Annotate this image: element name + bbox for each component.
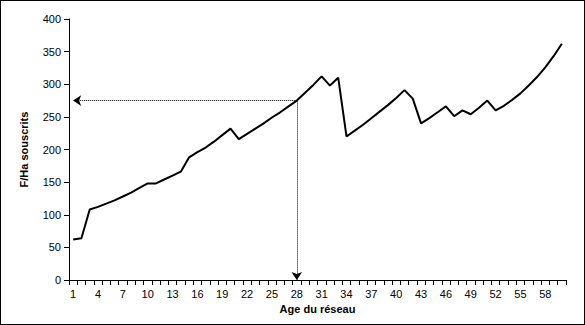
svg-text:49: 49: [465, 288, 477, 300]
svg-text:31: 31: [316, 288, 328, 300]
svg-text:10: 10: [142, 288, 154, 300]
svg-text:13: 13: [166, 288, 178, 300]
svg-text:300: 300: [43, 78, 61, 90]
svg-text:0: 0: [55, 274, 61, 286]
svg-text:43: 43: [415, 288, 427, 300]
svg-text:F/Ha souscrits: F/Ha souscrits: [18, 112, 30, 188]
svg-text:40: 40: [390, 288, 402, 300]
svg-text:100: 100: [43, 209, 61, 221]
svg-text:37: 37: [365, 288, 377, 300]
svg-text:400: 400: [43, 13, 61, 25]
svg-text:58: 58: [539, 288, 551, 300]
svg-text:22: 22: [241, 288, 253, 300]
svg-text:200: 200: [43, 144, 61, 156]
svg-text:250: 250: [43, 111, 61, 123]
svg-text:46: 46: [440, 288, 452, 300]
svg-text:55: 55: [514, 288, 526, 300]
svg-text:52: 52: [489, 288, 501, 300]
svg-text:25: 25: [266, 288, 278, 300]
svg-text:7: 7: [120, 288, 126, 300]
svg-text:16: 16: [191, 288, 203, 300]
svg-text:4: 4: [95, 288, 101, 300]
svg-text:1: 1: [70, 288, 76, 300]
svg-text:Age du réseau: Age du réseau: [280, 303, 356, 315]
svg-text:34: 34: [340, 288, 352, 300]
svg-text:28: 28: [291, 288, 303, 300]
svg-text:50: 50: [49, 241, 61, 253]
svg-text:350: 350: [43, 46, 61, 58]
svg-text:150: 150: [43, 176, 61, 188]
svg-text:19: 19: [216, 288, 228, 300]
